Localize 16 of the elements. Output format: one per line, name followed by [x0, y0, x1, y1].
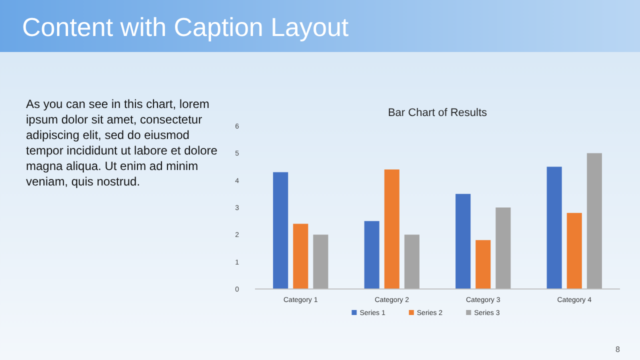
bar	[404, 234, 420, 289]
bar	[384, 169, 400, 289]
text: 8	[616, 345, 621, 354]
bar	[566, 212, 582, 289]
chart-title: Bar Chart of Results	[388, 107, 488, 119]
bar	[313, 234, 328, 289]
bar	[546, 166, 562, 289]
bar	[496, 208, 511, 289]
bar	[293, 224, 308, 289]
bar	[456, 194, 471, 289]
bar	[476, 240, 491, 289]
bar	[273, 172, 288, 289]
text: As you can see in this chart, lorem ipsum dolor sit amet, consectetur adipiscing elit, sed do eiusmod tempor incididunt ut labore et dolore magna aliqua. Ut enim ad minim veniam, quis nostrud.	[26, 97, 218, 188]
bar	[364, 221, 380, 289]
bar	[586, 153, 602, 289]
text: Content with Caption Layout	[22, 12, 350, 42]
